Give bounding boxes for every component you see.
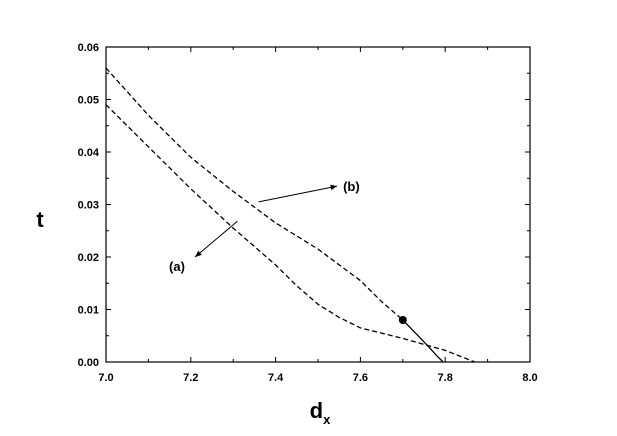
y-tick-label: 0.00 (78, 357, 99, 369)
y-tick-label: 0.03 (78, 200, 99, 212)
critical-point-marker (398, 316, 407, 324)
plot-frame (105, 46, 531, 363)
x-tick-label: 7.6 (353, 372, 368, 384)
x-tick-label: 7.2 (183, 372, 198, 384)
y-tick-label: 0.05 (78, 95, 99, 107)
x-axis-title: dx (310, 398, 331, 427)
y-tick-label: 0.04 (78, 147, 100, 159)
y-axis-title: t (36, 207, 44, 232)
series-layer (105, 67, 476, 363)
plot-border (105, 46, 531, 363)
annotation-layer: (b) (a) (169, 179, 360, 274)
annotation-arrowhead (330, 184, 338, 191)
x-axis-ticks: 7.0 7.2 7.4 7.6 7.8 8.0 (98, 47, 538, 384)
series-line-0 (105, 67, 404, 321)
series-line-1 (402, 319, 444, 363)
y-axis-ticks: 0.00 0.01 0.02 0.03 0.04 0.05 0.06 (78, 42, 530, 369)
annotation-label: (a) (169, 259, 185, 274)
x-tick-label: 7.8 (438, 372, 453, 384)
y-tick-label: 0.01 (78, 305, 99, 317)
x-tick-label: 7.4 (268, 372, 284, 384)
annotation-arrowhead (195, 250, 202, 257)
series-line-2 (105, 104, 476, 363)
annotation-arrow-line (258, 185, 338, 203)
x-tick-label: 7.0 (98, 372, 113, 384)
y-tick-label: 0.02 (78, 252, 99, 264)
annotation-label: (b) (343, 179, 360, 194)
annotation-arrow-line (194, 220, 238, 258)
x-tick-label: 8.0 (522, 372, 537, 384)
y-tick-label: 0.06 (78, 42, 99, 54)
